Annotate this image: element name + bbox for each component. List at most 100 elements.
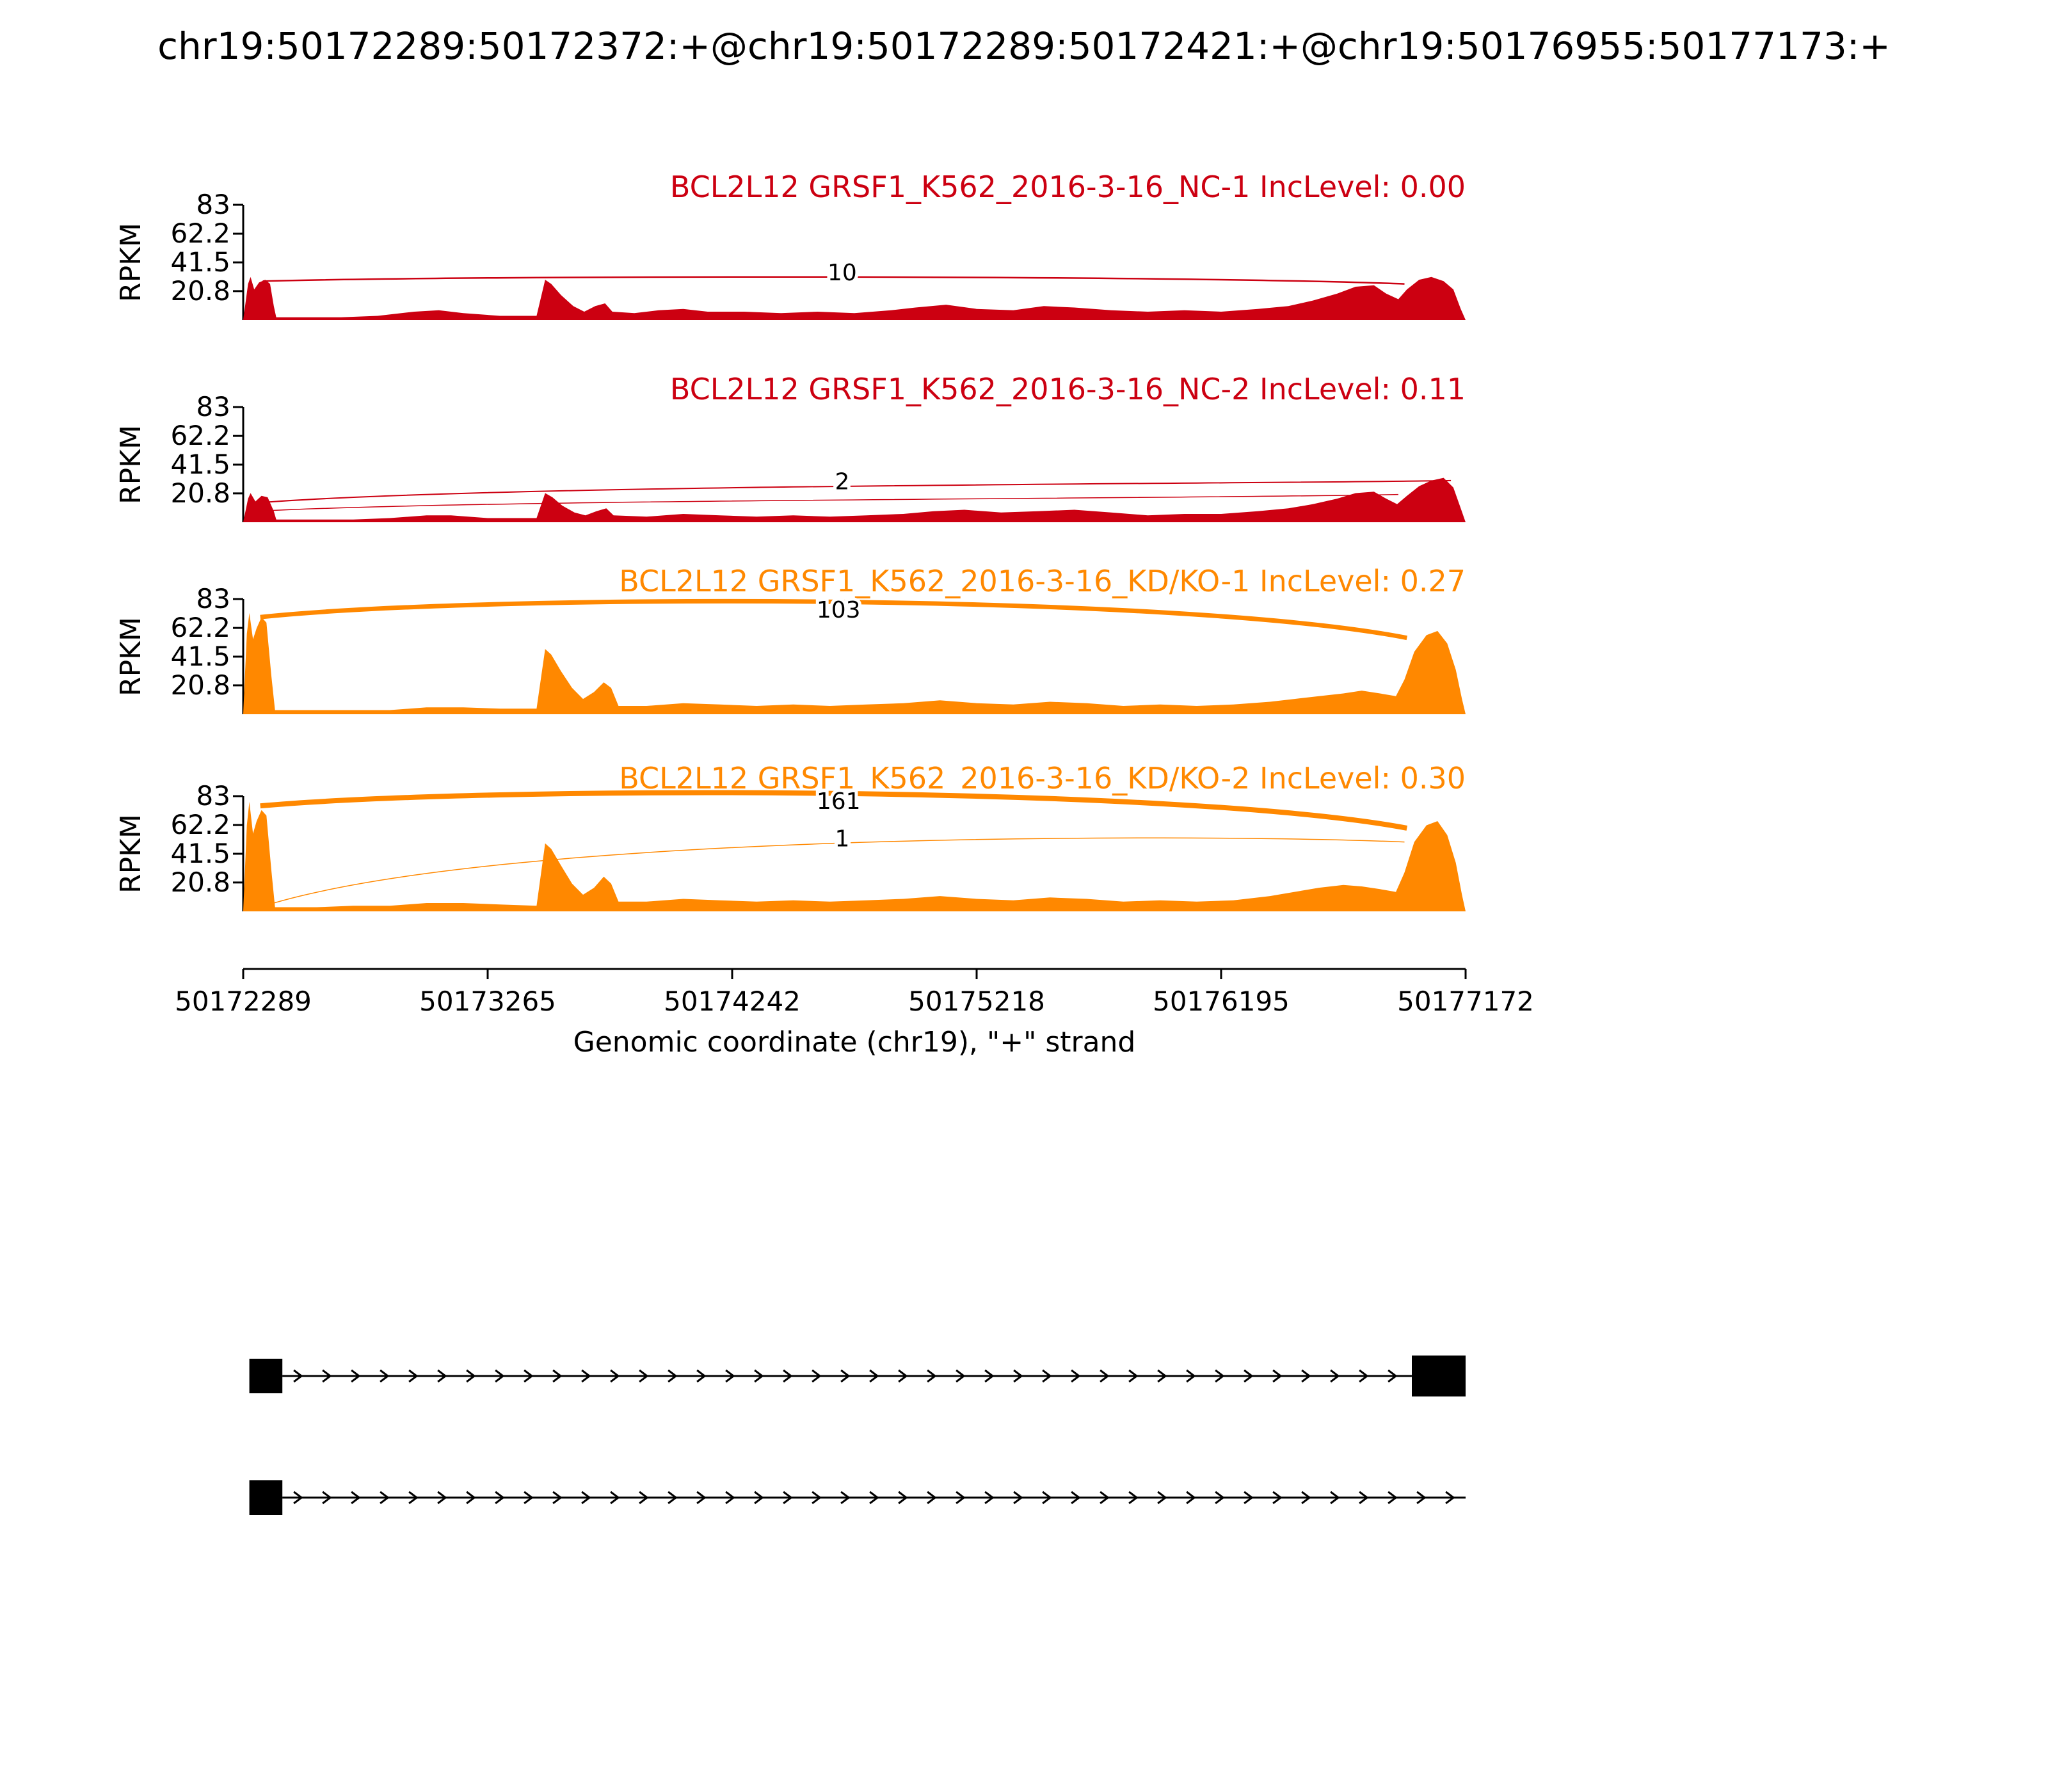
y-tick-label: 62.2: [170, 420, 230, 451]
strand-arrow-icon: [1042, 1369, 1052, 1383]
x-tick-label: 50176195: [1153, 986, 1290, 1017]
y-tick-label: 20.8: [170, 669, 230, 701]
strand-arrow-icon: [927, 1369, 937, 1383]
x-tick-label: 50172289: [175, 986, 312, 1017]
strand-arrow-icon: [1215, 1369, 1225, 1383]
strand-arrow-icon: [351, 1369, 361, 1383]
strand-arrow-icon: [1128, 1491, 1139, 1505]
y-tick-label: 62.2: [170, 612, 230, 643]
strand-arrow-icon: [639, 1369, 649, 1383]
strand-arrow-icon: [1272, 1491, 1283, 1505]
junction-arc: [260, 598, 1407, 641]
strand-arrow-icon: [984, 1369, 995, 1383]
strand-arrow-icon: [1042, 1491, 1052, 1505]
strand-arrow-icon: [293, 1491, 303, 1505]
strand-arrow-icon: [1359, 1369, 1369, 1383]
coverage-area: [243, 612, 1466, 714]
junction-arc: [257, 493, 1398, 512]
strand-arrow-icon: [927, 1491, 937, 1505]
strand-arrow-icon: [1388, 1491, 1398, 1505]
strand-arrow-icon: [408, 1369, 419, 1383]
strand-arrow-icon: [639, 1491, 649, 1505]
strand-arrow-icon: [812, 1491, 822, 1505]
track-1-label: BCL2L12 GRSF1_K562_2016-3-16_NC-1 IncLev…: [669, 170, 1466, 204]
strand-arrow-icon: [495, 1369, 505, 1383]
strand-arrow-icon: [956, 1369, 966, 1383]
x-axis-title: Genomic coordinate (chr19), "+" strand: [573, 1026, 1136, 1059]
strand-arrow-icon: [1186, 1369, 1196, 1383]
strand-arrow-icon: [1071, 1491, 1081, 1505]
strand-arrow-icon: [898, 1369, 908, 1383]
strand-arrow-icon: [1330, 1369, 1340, 1383]
junction-count-label: 2: [835, 469, 849, 495]
y-tick-label: 83: [196, 391, 230, 422]
strand-arrow-icon: [408, 1491, 419, 1505]
strand-arrow-icon: [552, 1369, 563, 1383]
strand-arrow-icon: [1128, 1369, 1139, 1383]
x-tick-label: 50177172: [1397, 986, 1534, 1017]
coverage-area: [243, 477, 1466, 522]
strand-arrow-icon: [1215, 1491, 1225, 1505]
strand-arrow-icon: [380, 1491, 390, 1505]
strand-arrow-icon: [1301, 1369, 1311, 1383]
junction-arc: [262, 276, 1405, 285]
strand-arrow-icon: [812, 1369, 822, 1383]
strand-arrow-icon: [610, 1369, 620, 1383]
strand-arrow-icon: [1071, 1369, 1081, 1383]
junction-arc: [260, 837, 1405, 908]
y-tick-label: 62.2: [170, 809, 230, 840]
strand-arrow-icon: [322, 1491, 332, 1505]
junction-count-label: 10: [828, 260, 857, 286]
y-tick-label: 41.5: [170, 838, 230, 869]
strand-arrow-icon: [668, 1369, 678, 1383]
page-title: chr19:50172289:50172372:+@chr19:50172289…: [157, 24, 1891, 68]
track-2-label: BCL2L12 GRSF1_K562_2016-3-16_NC-2 IncLev…: [669, 372, 1466, 406]
x-tick-label: 50174242: [664, 986, 801, 1017]
strand-arrow-icon: [754, 1369, 764, 1383]
strand-arrow-icon: [1100, 1491, 1110, 1505]
strand-arrow-icon: [351, 1491, 361, 1505]
strand-arrow-icon: [1186, 1491, 1196, 1505]
strand-arrow-icon: [1445, 1491, 1455, 1505]
strand-arrow-icon: [380, 1369, 390, 1383]
strand-arrow-icon: [437, 1491, 447, 1505]
strand-arrow-icon: [1013, 1369, 1023, 1383]
y-tick-label: 20.8: [170, 275, 230, 307]
strand-arrow-icon: [840, 1369, 851, 1383]
strand-arrow-icon: [898, 1491, 908, 1505]
strand-arrow-icon: [696, 1491, 707, 1505]
strand-arrow-icon: [437, 1369, 447, 1383]
strand-arrow-icon: [610, 1491, 620, 1505]
strand-arrow-icon: [1359, 1491, 1369, 1505]
strand-arrow-icon: [581, 1369, 591, 1383]
strand-arrow-icon: [552, 1491, 563, 1505]
strand-arrow-icon: [725, 1491, 735, 1505]
y-tick-label: 41.5: [170, 246, 230, 278]
exon-box: [249, 1480, 283, 1515]
strand-arrow-icon: [984, 1491, 995, 1505]
junction-arc: [260, 790, 1408, 831]
strand-arrow-icon: [696, 1369, 707, 1383]
strand-arrow-icon: [1272, 1369, 1283, 1383]
strand-arrow-icon: [1416, 1491, 1427, 1505]
strand-arrow-icon: [322, 1369, 332, 1383]
coverage-area: [243, 801, 1466, 911]
y-tick-label: 41.5: [170, 449, 230, 480]
strand-arrow-icon: [725, 1369, 735, 1383]
strand-arrow-icon: [581, 1491, 591, 1505]
strand-arrow-icon: [783, 1491, 793, 1505]
exon-box: [249, 1359, 283, 1393]
coverage-area: [243, 276, 1466, 320]
y-tick-label: 83: [196, 583, 230, 614]
strand-arrow-icon: [754, 1491, 764, 1505]
y-tick-label: 83: [196, 780, 230, 812]
x-tick-label: 50175218: [908, 986, 1045, 1017]
strand-arrow-icon: [1157, 1369, 1167, 1383]
strand-arrow-icon: [1100, 1369, 1110, 1383]
strand-arrow-icon: [1301, 1491, 1311, 1505]
strand-arrow-icon: [1157, 1491, 1167, 1505]
track-4-label: BCL2L12 GRSF1_K562_2016-3-16_KD/KO-2 Inc…: [619, 761, 1466, 796]
strand-arrow-icon: [840, 1491, 851, 1505]
